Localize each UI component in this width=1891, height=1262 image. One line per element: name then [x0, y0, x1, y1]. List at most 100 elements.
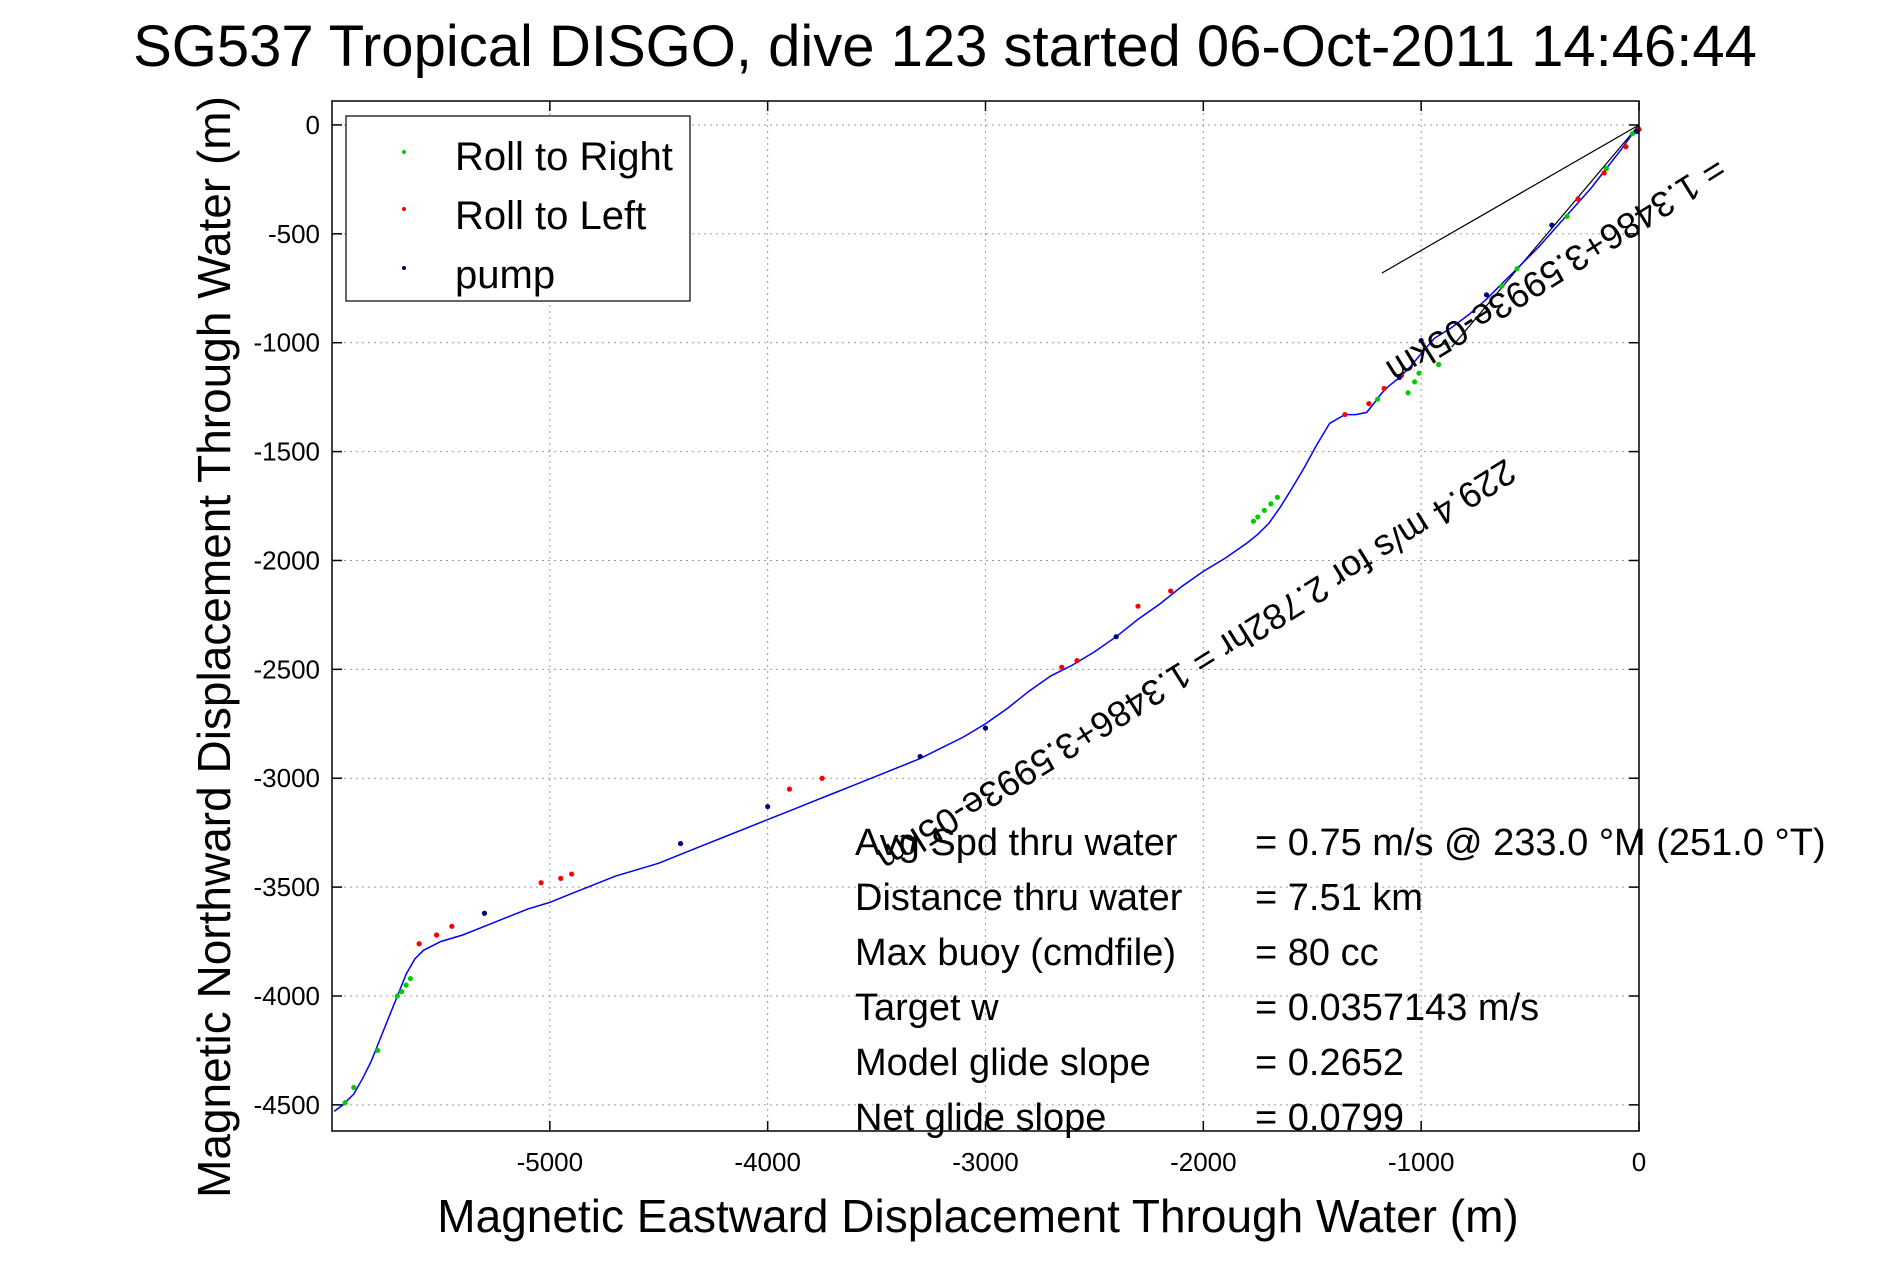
roll-right-point — [1250, 518, 1257, 524]
heading-wedge-line — [1451, 124, 1640, 348]
roll-right-point — [1405, 390, 1411, 396]
roll-right-point — [1603, 165, 1609, 172]
track — [333, 127, 1640, 1113]
y-tick-label: -2500 — [254, 654, 321, 684]
roll-right-point — [1442, 340, 1448, 346]
roll-right-point — [1268, 501, 1274, 507]
markers — [342, 126, 1642, 1106]
pump-point — [917, 753, 923, 760]
roll-left-point — [1366, 401, 1372, 407]
y-tick-label: -3000 — [254, 763, 321, 793]
stat-value: = 7.51 km — [1255, 877, 1423, 919]
plot-frame — [331, 100, 1640, 1132]
stats-block: Avg Spd thru water = 0.75 m/s @ 233.0 °M… — [855, 822, 1826, 1139]
roll-right-point — [375, 1047, 381, 1054]
roll-left-point — [1074, 658, 1080, 664]
heading-wedge — [1381, 124, 1640, 348]
x-tick-label: -4000 — [734, 1147, 801, 1177]
x-tick-label: -2000 — [1170, 1147, 1237, 1177]
roll-right-point — [399, 989, 405, 995]
roll-right-point — [394, 993, 400, 999]
stat-label: Max buoy (cmdfile) — [855, 932, 1176, 974]
y-tick-label: -4500 — [254, 1090, 321, 1120]
roll-right-point — [1629, 131, 1636, 137]
y-tick-label: -1500 — [254, 437, 321, 467]
roll-left-point — [416, 941, 422, 947]
roll-right-point — [1416, 370, 1422, 376]
stat-value: = 0.0799 — [1255, 1097, 1404, 1139]
roll-right-point — [1564, 213, 1570, 220]
roll-right-point — [342, 1100, 348, 1106]
roll-left-point — [1601, 170, 1607, 176]
roll-right-point — [1375, 396, 1381, 402]
legend-marker-roll-right — [402, 150, 406, 154]
x-tick-label: -1000 — [1388, 1147, 1455, 1177]
rotated-annotation-overlap-text: = 1.3486+3.5993e-05km — [1379, 149, 1733, 392]
rotated-annotation: 229.4 m/s for 2.782hr = 1.3486+3.5993e-0… — [870, 451, 1523, 880]
roll-left-point — [1381, 385, 1387, 392]
legend-marker-roll-left — [402, 207, 406, 211]
x-axis-label: Magnetic Eastward Displacement Through W… — [437, 1190, 1518, 1242]
roll-left-point — [786, 786, 793, 792]
legend-marker-pump — [402, 266, 406, 270]
roll-right-point — [1255, 514, 1261, 520]
roll-left-point — [819, 775, 825, 781]
stat-label: Net glide slope — [855, 1097, 1106, 1139]
axis-ticks: -5000 -4000 -3000 -2000 -1000 0 0 -500 -1000 -150… — [254, 101, 1646, 1177]
pump-point — [1634, 128, 1640, 135]
roll-left-point — [1059, 664, 1065, 670]
stat-value: = 0.0357143 m/s — [1255, 987, 1539, 1029]
roll-right-point — [403, 982, 409, 988]
pump-point — [1113, 634, 1119, 640]
y-axis-label: Magnetic Northward Displacement Through … — [188, 96, 240, 1198]
x-tick-label: -5000 — [517, 1147, 584, 1177]
pump-point — [1549, 222, 1555, 228]
chart-title: SG537 Tropical DISGO, dive 123 started 0… — [133, 14, 1757, 79]
rotated-annotation-text: 229.4 m/s for 2.782hr = 1.3486+3.5993e-0… — [870, 451, 1523, 880]
roll-left-point — [1135, 603, 1141, 609]
roll-right-point — [1412, 379, 1418, 385]
pump-point — [982, 725, 989, 731]
x-tick-label: -3000 — [952, 1147, 1019, 1177]
pump-point — [1396, 374, 1402, 381]
legend-label-roll-left: Roll to Left — [455, 194, 646, 238]
roll-left-point — [1623, 144, 1629, 150]
y-tick-label: -3500 — [254, 872, 321, 902]
roll-left-point — [433, 932, 440, 938]
roll-right-point — [1514, 266, 1520, 272]
roll-right-point — [407, 975, 414, 982]
stat-label: Model glide slope — [855, 1042, 1151, 1084]
legend: Roll to Right Roll to Left pump — [345, 115, 691, 302]
pump-point — [481, 910, 488, 916]
y-tick-label: -1000 — [254, 328, 321, 358]
roll-left-point — [449, 923, 455, 929]
y-tick-label: -2000 — [254, 545, 321, 575]
roll-left-point — [558, 875, 564, 881]
pump-point — [765, 803, 771, 810]
roll-right-point — [1435, 361, 1442, 368]
roll-left-point — [569, 871, 575, 877]
rotated-annotation-overlap: = 1.3486+3.5993e-05km — [1379, 149, 1733, 392]
y-tick-label: -4000 — [254, 981, 321, 1011]
x-tick-label: 0 — [1632, 1147, 1646, 1177]
roll-right-point — [1499, 283, 1505, 289]
stat-label: Target w — [855, 987, 999, 1029]
stat-value: = 0.75 m/s @ 233.0 °M (251.0 °T) — [1255, 822, 1826, 864]
legend-label-roll-right: Roll to Right — [455, 135, 673, 179]
stat-value: = 80 cc — [1255, 932, 1379, 974]
roll-left-point — [538, 880, 544, 886]
legend-label-pump: pump — [455, 253, 555, 297]
pump-point — [677, 840, 684, 847]
pump-point — [1418, 337, 1424, 344]
y-tick-label: -500 — [268, 219, 320, 249]
stat-value: = 0.2652 — [1255, 1042, 1404, 1084]
track-line — [333, 127, 1640, 1113]
roll-right-point — [351, 1084, 357, 1091]
pump-point — [1483, 292, 1490, 298]
heading-wedge-line — [1381, 124, 1640, 274]
roll-left-point — [1575, 196, 1581, 202]
roll-left-point — [1342, 411, 1348, 418]
roll-right-point — [1261, 507, 1267, 513]
roll-right-point — [1274, 494, 1280, 500]
